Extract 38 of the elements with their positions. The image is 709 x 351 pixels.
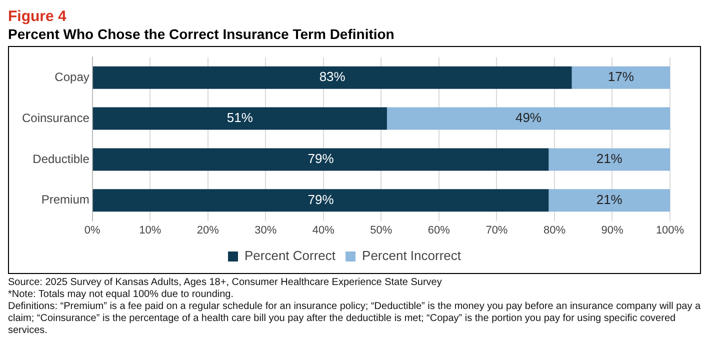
x-tick-label: 100% — [656, 224, 684, 236]
data-label: 51% — [226, 110, 254, 126]
y-tick-label: Copay — [54, 70, 90, 84]
data-label: 21% — [596, 151, 623, 166]
chart-subtitle: Percent Who Chose the Correct Insurance Term Definition — [8, 25, 396, 43]
y-tick-label: Premium — [41, 192, 90, 207]
x-tick-label: 60% — [428, 224, 450, 236]
bar — [572, 66, 670, 89]
bar — [92, 148, 549, 171]
x-tick-label: 90% — [601, 224, 624, 236]
x-tick-label: 0% — [84, 224, 101, 236]
text: *Note: Totals may not equal 100% due to rounding. — [8, 289, 235, 301]
data-label: 21% — [596, 192, 623, 207]
bar — [548, 189, 670, 212]
x-tick-label: 20% — [196, 224, 220, 236]
data-label: 79% — [308, 192, 334, 207]
y-tick-label: Deductible — [32, 152, 90, 166]
bar — [548, 148, 670, 171]
data-label: 79% — [308, 151, 334, 166]
source-note: Source: 2025 Survey of Kansas Adults, Ages 18+, Consumer Healthcare Experience State Survey — [8, 277, 443, 289]
bar — [92, 66, 572, 89]
bar — [92, 107, 387, 130]
bar — [386, 107, 670, 130]
bar — [92, 189, 549, 212]
x-tick-label: 10% — [139, 224, 162, 236]
data-label: 83% — [319, 69, 346, 84]
data-label: 17% — [608, 69, 634, 84]
x-tick-label: 80% — [543, 224, 566, 236]
legend-label: Percent Correct — [244, 248, 336, 264]
y-tick-label: Coinsurance — [22, 110, 90, 125]
data-label: 49% — [515, 110, 542, 126]
legend-label: Percent Incorrect — [362, 248, 462, 264]
chart-title: Figure 4 — [8, 8, 68, 25]
x-tick-label: 40% — [312, 224, 335, 236]
x-tick-label: 70% — [486, 224, 508, 236]
x-tick-label: 50% — [370, 224, 392, 236]
x-tick-label: 30% — [254, 224, 277, 236]
text: Definitions: “Premium” is a fee paid on a regular schedule for an insurance policy; “Deductible” is the money you pay before an insurance company will pay a claim; “Coinsurance” is the percentage of a health care bill you pay after the deductible is met; “Copay” is the portion you pay for using specific covered services. — [8, 301, 701, 337]
